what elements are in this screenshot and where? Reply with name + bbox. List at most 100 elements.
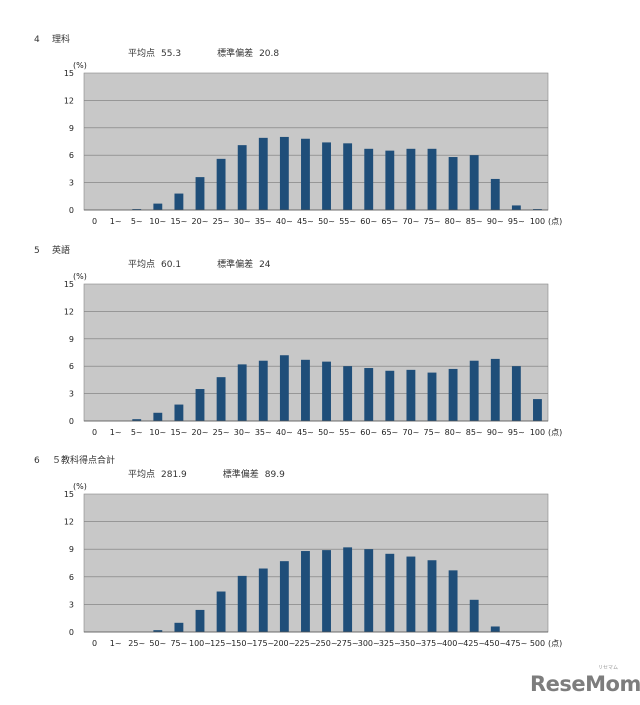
y-tick-label: 12 xyxy=(64,307,74,316)
sd-label: 標準偏差 xyxy=(222,470,259,480)
bar xyxy=(385,370,395,421)
x-tick-label: 150~ xyxy=(231,639,253,648)
section-title-text: 理科 xyxy=(52,35,71,45)
x-tick-label: 35~ xyxy=(255,217,272,226)
bar xyxy=(153,630,163,632)
mean-label: 平均点 xyxy=(128,49,156,59)
bar xyxy=(174,404,184,421)
bar xyxy=(258,360,268,421)
x-tick-label: 50~ xyxy=(318,217,335,226)
bar xyxy=(490,626,500,632)
bar xyxy=(511,366,521,421)
y-tick-label: 0 xyxy=(69,417,74,426)
bar xyxy=(427,372,437,421)
sd-label: 標準偏差 xyxy=(217,49,254,59)
x-tick-label: 325~ xyxy=(379,639,401,648)
y-tick-label: 3 xyxy=(69,390,74,399)
bar xyxy=(406,556,416,632)
bar xyxy=(132,419,142,421)
bar xyxy=(174,193,184,210)
logo-ruby: リセマム xyxy=(598,665,619,671)
x-tick-label: 0 xyxy=(92,639,97,648)
x-tick-label: 15~ xyxy=(170,428,187,437)
bar xyxy=(322,550,331,632)
bar xyxy=(406,148,416,210)
x-tick-label: 300~ xyxy=(358,639,380,648)
sd-value: 24 xyxy=(259,260,271,270)
x-tick-label: 25~ xyxy=(213,428,230,437)
bar xyxy=(132,209,142,210)
bar xyxy=(533,399,542,421)
x-tick-label: 75~ xyxy=(424,428,441,437)
bar xyxy=(343,547,353,632)
y-tick-label: 9 xyxy=(69,335,74,344)
x-tick-label: 100 xyxy=(530,217,545,226)
x-tick-label: 350~ xyxy=(400,639,422,648)
bar xyxy=(427,148,437,210)
bar xyxy=(343,366,353,421)
x-tick-label: 60~ xyxy=(360,428,377,437)
x-tick-label: 100 xyxy=(530,428,545,437)
bar xyxy=(216,377,226,421)
bar xyxy=(279,355,289,421)
bar xyxy=(385,553,395,632)
bar xyxy=(469,155,479,210)
x-tick-label: 75~ xyxy=(170,639,187,648)
x-tick-label: 5~ xyxy=(131,217,143,226)
x-tick-label: 250~ xyxy=(316,639,338,648)
bar xyxy=(301,551,310,632)
x-tick-label: 50~ xyxy=(149,639,166,648)
stats-line: 平均点 60.1 標準偏差 24 xyxy=(128,257,277,270)
bar xyxy=(237,575,247,632)
y-tick-label: 9 xyxy=(69,124,74,133)
x-tick-label: 225~ xyxy=(294,639,316,648)
section-title-text: ５教科得点合計 xyxy=(52,456,116,466)
y-tick-label: 15 xyxy=(64,490,74,499)
x-tick-label: 50~ xyxy=(318,428,335,437)
bar xyxy=(427,560,437,632)
x-tick-label: 75~ xyxy=(424,217,441,226)
x-tick-label: 65~ xyxy=(381,428,398,437)
x-tick-label: 275~ xyxy=(337,639,359,648)
x-tick-label: 175~ xyxy=(252,639,274,648)
mean-label: 平均点 xyxy=(128,470,156,480)
sd-value: 20.8 xyxy=(259,49,280,59)
bar xyxy=(533,209,542,210)
bar xyxy=(279,561,289,632)
x-tick-label: 70~ xyxy=(402,428,419,437)
mean-label: 平均点 xyxy=(128,260,156,270)
bar xyxy=(448,157,458,210)
bar xyxy=(195,177,205,210)
x-tick-label: 1~ xyxy=(110,217,122,226)
y-tick-label: 3 xyxy=(69,179,74,188)
x-tick-label: 95~ xyxy=(508,217,525,226)
x-tick-label: 20~ xyxy=(192,428,209,437)
y-axis-unit: (%) xyxy=(73,482,87,491)
x-tick-label: 55~ xyxy=(339,428,356,437)
bar xyxy=(448,570,458,632)
y-tick-label: 6 xyxy=(69,573,74,582)
x-tick-label: 1~ xyxy=(110,428,122,437)
bar xyxy=(195,389,205,421)
x-tick-label: 85~ xyxy=(466,217,483,226)
bar xyxy=(469,599,479,632)
y-tick-label: 12 xyxy=(64,518,74,527)
bar xyxy=(385,150,395,210)
bar-chart-english: 0 3 6 9 12 15(%) 0 1~ 5~ 10~ 15~ 20~ 25~ 30~ 35~ 40~ 45~… xyxy=(64,272,562,437)
x-tick-label: 70~ xyxy=(402,217,419,226)
bar xyxy=(237,145,247,210)
section-number: 5 xyxy=(34,246,40,256)
resemom-logo: ReseMom xyxy=(530,672,640,696)
x-tick-label: 40~ xyxy=(276,217,293,226)
mean-value: 60.1 xyxy=(161,260,182,270)
x-tick-label: 1~ xyxy=(110,639,122,648)
x-tick-label: 450~ xyxy=(484,639,506,648)
stats-line: 平均点 281.9 標準偏差 89.9 xyxy=(128,467,291,480)
bar xyxy=(153,412,163,421)
x-tick-label: 25~ xyxy=(128,639,145,648)
y-tick-label: 12 xyxy=(64,96,74,105)
x-tick-label: 80~ xyxy=(445,428,462,437)
x-tick-label: 40~ xyxy=(276,428,293,437)
y-tick-label: 0 xyxy=(69,628,74,637)
